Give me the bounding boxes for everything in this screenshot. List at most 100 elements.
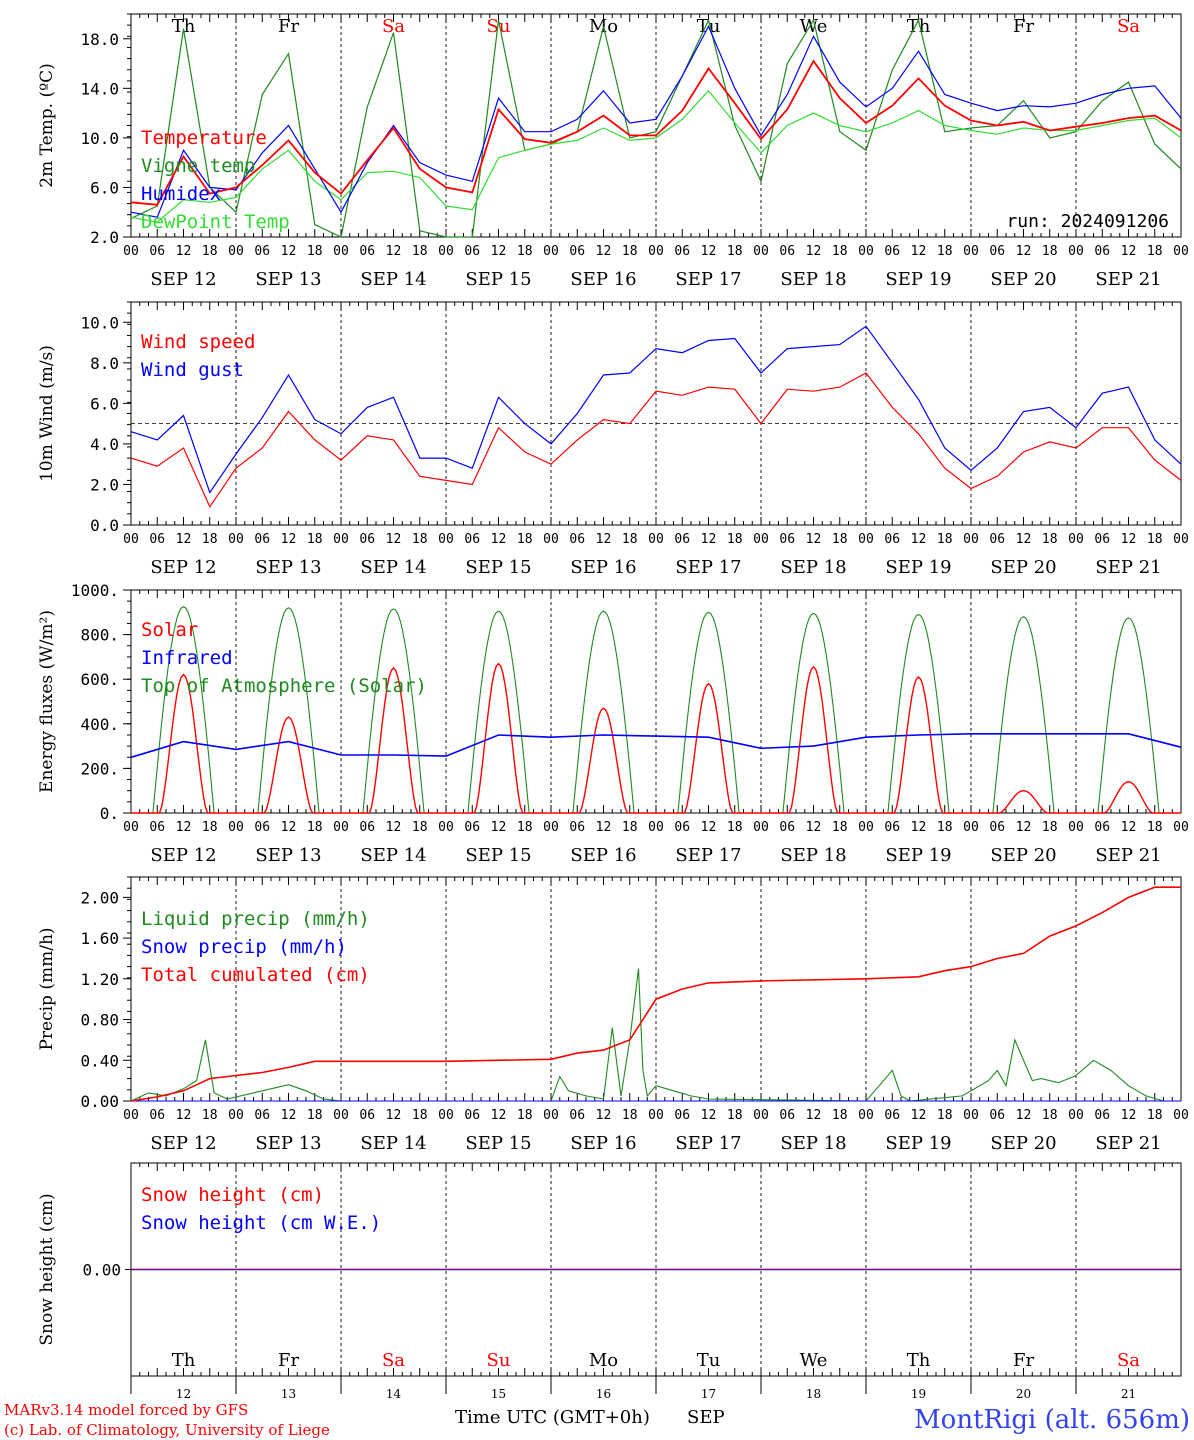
x-hour-tick: 18 bbox=[307, 244, 323, 259]
x-hour-tick: 18 bbox=[1042, 532, 1058, 547]
weekday-label: Sa bbox=[1117, 1350, 1140, 1371]
x-day-label: SEP 13 bbox=[255, 557, 321, 578]
y-tick-label: 600. bbox=[80, 670, 119, 689]
x-hour-tick: 12 bbox=[281, 532, 297, 547]
x-day-label: SEP 20 bbox=[990, 845, 1056, 866]
x-hour-tick: 18 bbox=[1147, 1108, 1163, 1123]
legend-energy-0: Solar bbox=[141, 619, 198, 641]
x-day-number: 14 bbox=[386, 1387, 402, 1401]
x-hour-tick: 12 bbox=[1121, 244, 1137, 259]
x-hour-tick: 06 bbox=[149, 1108, 165, 1123]
x-hour-tick: 06 bbox=[779, 244, 795, 259]
x-hour-tick: 00 bbox=[648, 532, 664, 547]
x-hour-tick: 06 bbox=[464, 532, 480, 547]
x-hour-tick: 00 bbox=[438, 1108, 454, 1123]
x-hour-tick: 12 bbox=[911, 532, 927, 547]
x-day-label: SEP 12 bbox=[150, 269, 216, 290]
x-hour-tick: 12 bbox=[701, 1108, 717, 1123]
x-hour-tick: 12 bbox=[806, 820, 822, 835]
series-humidex bbox=[130, 25, 1182, 218]
series-vigne-temp bbox=[130, 18, 1182, 238]
x-hour-tick: 06 bbox=[884, 1108, 900, 1123]
x-hour-tick: 18 bbox=[727, 1108, 743, 1123]
x-hour-tick: 00 bbox=[1173, 532, 1189, 547]
x-hour-tick: 12 bbox=[596, 244, 612, 259]
x-day-label: SEP 14 bbox=[360, 269, 426, 290]
legend-precip-0: Liquid precip (mm/h) bbox=[141, 908, 370, 930]
x-hour-tick: 18 bbox=[1147, 532, 1163, 547]
x-hour-tick: 00 bbox=[753, 532, 769, 547]
x-hour-tick: 00 bbox=[543, 532, 559, 547]
x-hour-tick: 18 bbox=[1042, 244, 1058, 259]
x-hour-tick: 18 bbox=[202, 532, 218, 547]
series-temperature bbox=[130, 59, 1182, 206]
x-hour-tick: 06 bbox=[674, 820, 690, 835]
x-hour-tick: 18 bbox=[622, 244, 638, 259]
x-hour-tick: 00 bbox=[648, 244, 664, 259]
x-day-number: 18 bbox=[806, 1387, 821, 1401]
legend-temp-2: Humidex bbox=[141, 183, 221, 205]
station-label: MontRigi (alt. 656m) bbox=[914, 1405, 1190, 1435]
x-hour-tick: 18 bbox=[622, 820, 638, 835]
weekday-label: Fr bbox=[1013, 1350, 1034, 1371]
x-hour-tick: 18 bbox=[937, 244, 953, 259]
x-hour-tick: 00 bbox=[963, 1108, 979, 1123]
x-hour-tick: 06 bbox=[149, 532, 165, 547]
x-day-label: SEP 17 bbox=[675, 1133, 741, 1154]
x-hour-tick: 06 bbox=[884, 532, 900, 547]
y-tick-label: 0. bbox=[100, 804, 119, 823]
x-day-label: SEP 21 bbox=[1095, 269, 1161, 290]
temp-panel: 2.0 6.0 10.0 14.0 18.0 2m Temp. (ºC) 00 06 12 18 S… bbox=[37, 13, 1189, 290]
x-hour-tick: 12 bbox=[596, 820, 612, 835]
temp-y-axis-title: 2m Temp. (ºC) bbox=[37, 63, 57, 188]
x-hour-tick: 00 bbox=[1173, 820, 1189, 835]
y-tick-label: 800. bbox=[80, 626, 119, 645]
x-hour-tick: 18 bbox=[727, 244, 743, 259]
x-hour-tick: 06 bbox=[989, 244, 1005, 259]
x-hour-tick: 00 bbox=[228, 532, 244, 547]
x-hour-tick: 12 bbox=[911, 244, 927, 259]
x-hour-tick: 18 bbox=[202, 1108, 218, 1123]
series-infrared bbox=[130, 732, 1182, 759]
weekday-label: Sa bbox=[382, 16, 405, 37]
x-hour-tick: 12 bbox=[491, 532, 507, 547]
series-wind-speed bbox=[130, 372, 1182, 509]
x-day-label: SEP 12 bbox=[150, 557, 216, 578]
x-day-label: SEP 19 bbox=[885, 1133, 951, 1154]
x-hour-tick: 18 bbox=[727, 532, 743, 547]
legend-wind-1: Wind gust bbox=[141, 359, 244, 381]
x-day-label: SEP 15 bbox=[465, 845, 531, 866]
x-hour-tick: 00 bbox=[123, 532, 139, 547]
x-hour-tick: 12 bbox=[1016, 532, 1032, 547]
series-dewpoint-temp bbox=[130, 89, 1182, 223]
x-hour-tick: 18 bbox=[832, 244, 848, 259]
x-hour-tick: 18 bbox=[937, 532, 953, 547]
x-hour-tick: 00 bbox=[1173, 1108, 1189, 1123]
x-day-label: SEP 18 bbox=[780, 557, 846, 578]
weekday-label: Tu bbox=[697, 1350, 721, 1371]
x-day-number: 19 bbox=[911, 1387, 926, 1401]
x-hour-tick: 00 bbox=[543, 820, 559, 835]
y-tick-label: 6.0 bbox=[90, 394, 119, 413]
x-hour-tick: 12 bbox=[176, 532, 192, 547]
x-hour-tick: 06 bbox=[569, 532, 585, 547]
x-hour-tick: 18 bbox=[307, 820, 323, 835]
y-tick-label: 14.0 bbox=[80, 79, 119, 98]
y-tick-label: 10.0 bbox=[80, 313, 119, 332]
x-hour-tick: 00 bbox=[333, 820, 349, 835]
energy-y-axis-title: Energy fluxes (W/m²) bbox=[37, 610, 57, 793]
x-hour-tick: 12 bbox=[1016, 820, 1032, 835]
x-hour-tick: 18 bbox=[832, 1108, 848, 1123]
weekday-label: Th bbox=[172, 16, 196, 37]
x-hour-tick: 06 bbox=[569, 244, 585, 259]
x-hour-tick: 12 bbox=[386, 532, 402, 547]
x-hour-tick: 18 bbox=[727, 820, 743, 835]
x-hour-tick: 06 bbox=[569, 820, 585, 835]
x-day-label: SEP 15 bbox=[465, 1133, 531, 1154]
x-hour-tick: 18 bbox=[517, 244, 533, 259]
x-hour-tick: 06 bbox=[884, 820, 900, 835]
x-day-label: SEP 15 bbox=[465, 269, 531, 290]
x-hour-tick: 06 bbox=[254, 532, 270, 547]
weekday-label: Fr bbox=[278, 16, 299, 37]
